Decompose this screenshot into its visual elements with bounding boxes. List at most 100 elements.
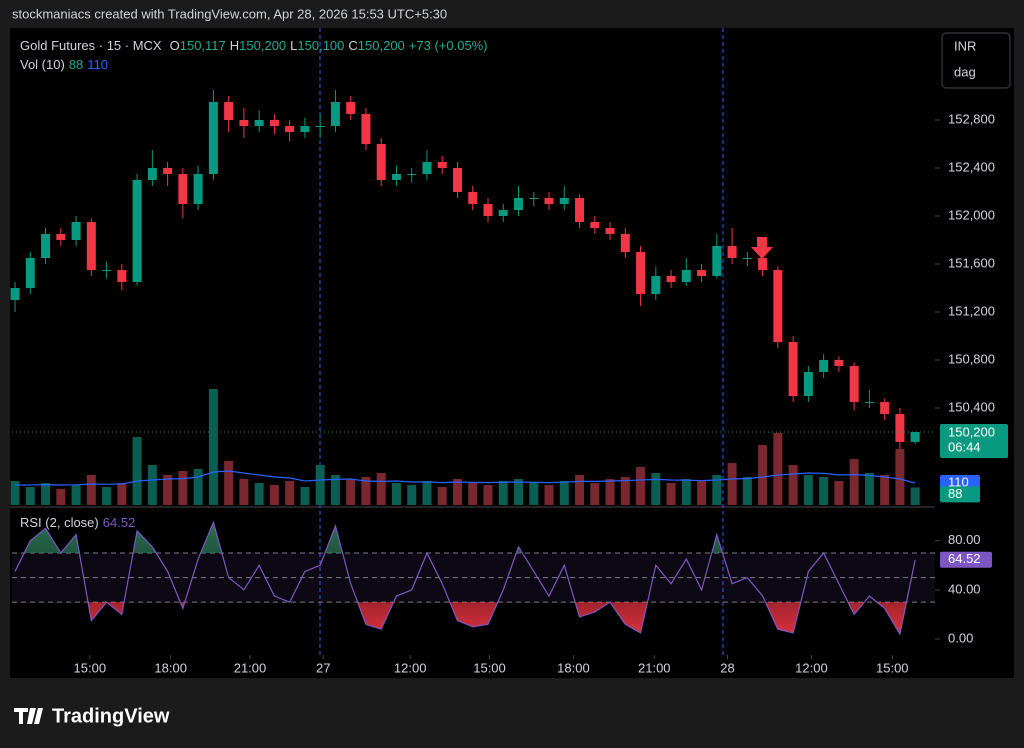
- candle-body: [193, 174, 203, 204]
- candle-body: [10, 288, 20, 300]
- volume-bar: [239, 479, 249, 505]
- candle-body: [254, 120, 264, 126]
- volume-bar: [468, 483, 478, 505]
- legend-label: H: [229, 38, 240, 53]
- candle-body: [819, 360, 829, 372]
- legend-value: 150,100: [297, 38, 345, 53]
- candle-body: [147, 168, 157, 180]
- chart-area: [10, 28, 1014, 678]
- rsi-last-label: 64.52: [948, 551, 981, 566]
- volume-bar: [10, 481, 20, 505]
- legend-label: L: [290, 38, 298, 53]
- candle-body: [86, 222, 96, 270]
- volume-bar: [163, 475, 173, 505]
- legend-label: C: [348, 38, 358, 53]
- candle-body: [514, 198, 524, 210]
- volume-bar: [697, 481, 707, 505]
- volume-bar: [285, 481, 295, 505]
- volume-bar: [56, 489, 66, 505]
- candle-body: [742, 258, 752, 259]
- volume-label: 88: [948, 486, 962, 501]
- volume-bar: [208, 389, 218, 505]
- candle-body: [559, 198, 569, 204]
- volume-bar: [727, 463, 737, 505]
- volume-ma-last: 110: [87, 57, 109, 72]
- volume-bar: [330, 475, 340, 505]
- currency: INR: [954, 38, 976, 53]
- candle-body: [636, 252, 646, 294]
- volume-title: Vol (10): [20, 57, 65, 72]
- x-tick-label: 28: [720, 660, 734, 675]
- candle-body: [681, 270, 691, 282]
- candle-body: [376, 144, 386, 180]
- y-tick-label: 0.00: [948, 630, 973, 645]
- y-tick-label: 80.00: [948, 532, 981, 547]
- volume-bar: [742, 477, 752, 505]
- change: +73 (+0.05%): [408, 38, 488, 53]
- y-tick-label: 150,400: [948, 399, 995, 414]
- price-legend: Gold Futures · 15 · MCX O 150,117 H 150,200…: [20, 38, 488, 53]
- candle-body: [666, 276, 676, 282]
- candle-body: [224, 102, 234, 120]
- volume-bar: [773, 433, 783, 505]
- candle-body: [346, 102, 356, 114]
- volume-bar: [681, 479, 691, 505]
- volume-box: [940, 486, 980, 503]
- volume-last: 88: [68, 57, 84, 72]
- candle-body: [834, 360, 844, 366]
- ohlc-legend: O 150,117 H 150,200 L 150,100 C 150,200: [166, 38, 405, 53]
- x-tick-label: 15:00: [74, 660, 107, 675]
- symbol-title: Gold Futures · 15 · MCX: [20, 38, 162, 53]
- candle-body: [269, 120, 279, 126]
- candle-body: [25, 258, 35, 288]
- candle-body: [712, 246, 722, 276]
- x-tick-label: 12:00: [795, 660, 828, 675]
- x-tick-label: 18:00: [154, 660, 187, 675]
- candle-body: [361, 114, 371, 144]
- volume-bar: [636, 467, 646, 505]
- x-tick-label: 12:00: [394, 660, 427, 675]
- candle-body: [605, 228, 615, 234]
- candle-body: [178, 174, 188, 204]
- volume-bar: [819, 477, 829, 505]
- volume-bar: [803, 475, 813, 505]
- volume-bar: [712, 475, 722, 505]
- attribution: stockmaniacs created with TradingView.co…: [12, 6, 447, 21]
- candle-body: [407, 174, 417, 175]
- volume-bar: [514, 479, 524, 505]
- candle-body: [620, 234, 630, 252]
- x-tick-label: 18:00: [557, 660, 590, 675]
- y-tick-label: 152,000: [948, 207, 995, 222]
- volume-bar: [86, 475, 96, 505]
- volume-bar: [132, 437, 142, 505]
- candle-body: [300, 126, 310, 132]
- volume-bar: [315, 465, 325, 505]
- volume-bar: [666, 483, 676, 505]
- volume-bar: [269, 485, 279, 505]
- volume-bar: [788, 465, 798, 505]
- candle-body: [41, 234, 51, 258]
- volume-bar: [147, 465, 157, 505]
- candle-body: [285, 126, 295, 132]
- candle-body: [468, 192, 478, 204]
- candle-body: [758, 258, 768, 270]
- last-price-box: [940, 424, 1008, 458]
- volume-bar: [452, 479, 462, 505]
- volume-bar: [575, 475, 585, 505]
- volume-legend: Vol (10) 88 110: [20, 57, 108, 72]
- volume-bar: [193, 469, 203, 505]
- candle-body: [422, 162, 432, 174]
- candle-body: [727, 246, 737, 258]
- volume-bar: [895, 449, 905, 505]
- volume-bar: [864, 473, 874, 505]
- candle-body: [102, 270, 112, 271]
- last-price-label: 150,200: [948, 424, 995, 439]
- legend-value: 150,200: [357, 38, 405, 53]
- currency-box[interactable]: [941, 32, 1011, 89]
- x-tick-label: 15:00: [876, 660, 909, 675]
- volume-bar: [361, 477, 371, 505]
- volume-bar: [605, 479, 615, 505]
- volume-bar: [391, 483, 401, 505]
- legend-label: O: [169, 38, 180, 53]
- candle-body: [330, 102, 340, 126]
